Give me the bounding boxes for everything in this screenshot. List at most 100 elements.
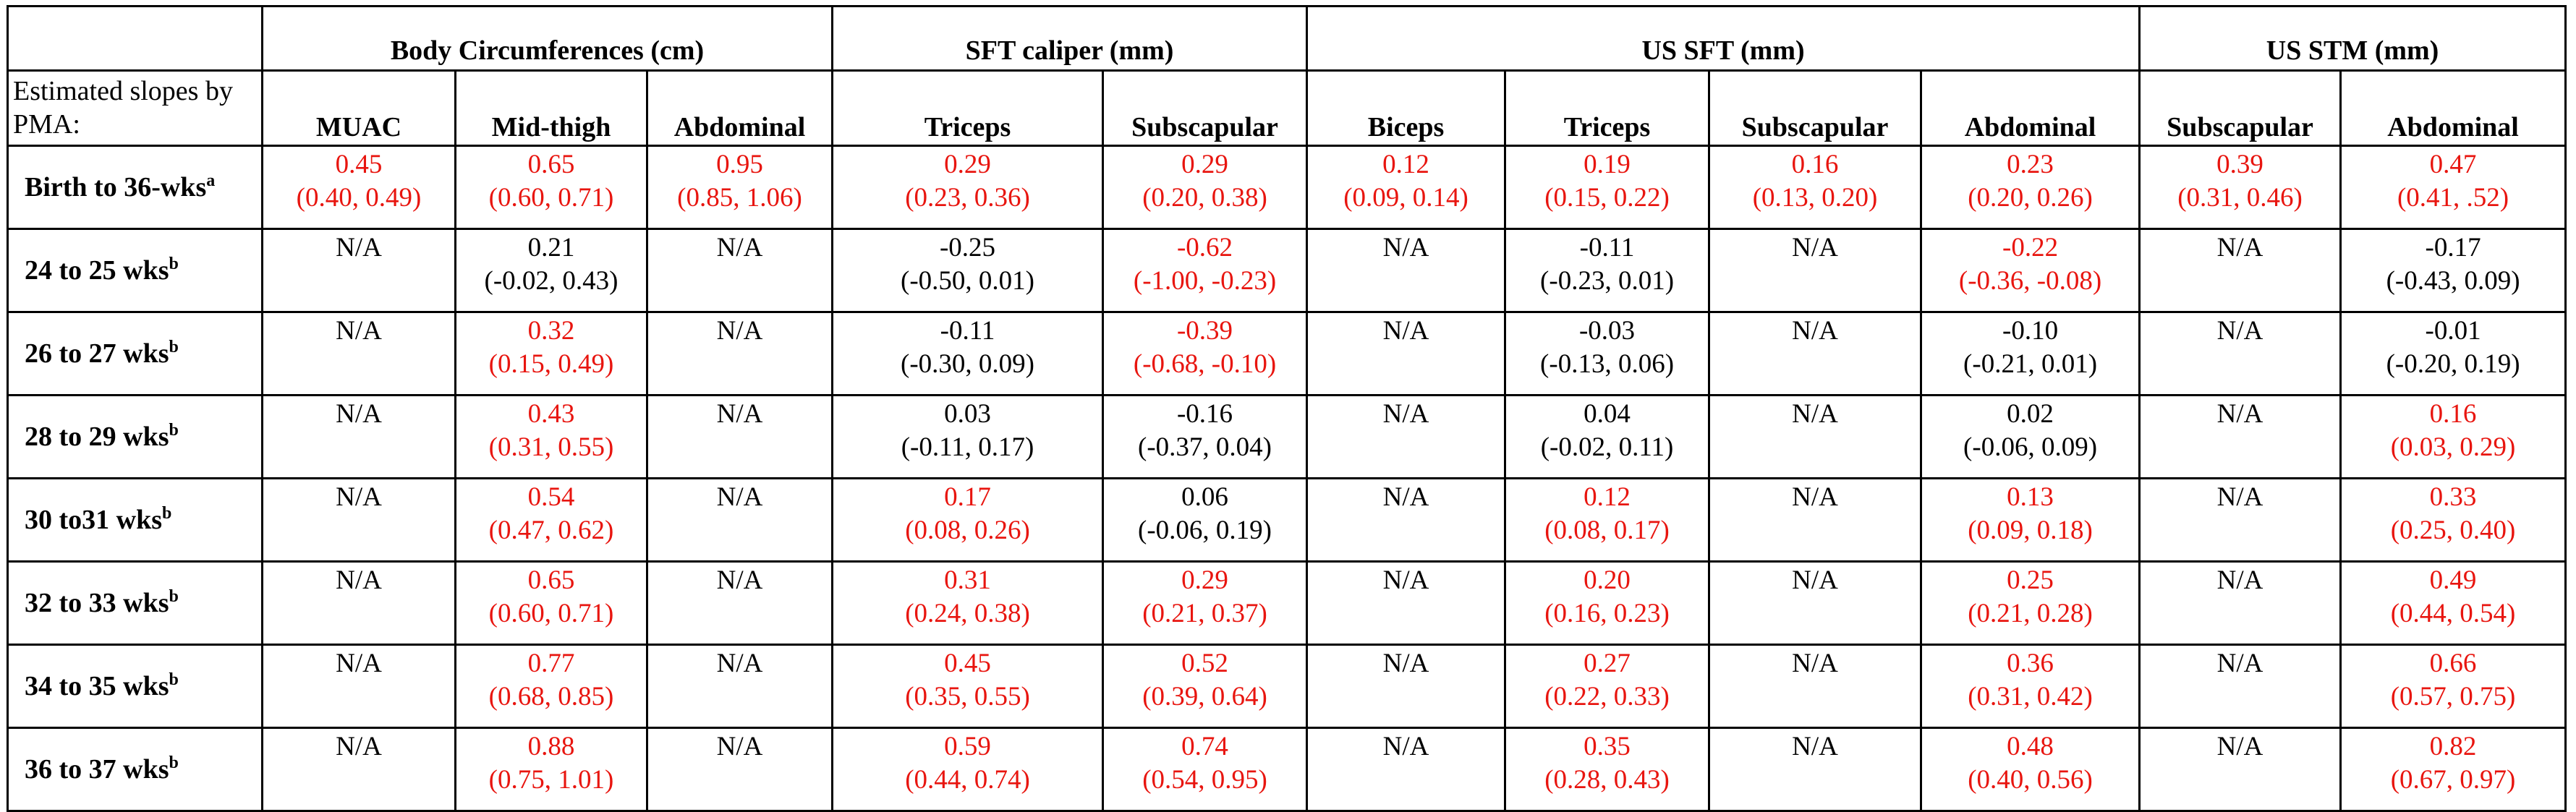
cell-estimate: 0.74 [1181,732,1228,761]
row-label: 24 to 25 wks [25,255,169,286]
group-header-body-circumferences: Body Circumferences (cm) [260,5,834,72]
cell-estimate: N/A [1792,649,1838,678]
column-header-muac: MUAC [261,69,456,147]
table-cell: 0.16 (0.13, 0.20) [1708,145,1923,230]
cell-confidence-interval: (0.31, 0.55) [488,432,614,462]
column-header-triceps-us: Triceps [1504,69,1711,147]
table-cell: N/A [261,228,456,313]
column-header-triceps-caliper: Triceps [831,69,1105,147]
row-label-cell: 30 to31 wksb [7,477,263,563]
cell-confidence-interval: (0.20, 0.26) [1968,183,2093,213]
table-cell: -0.10 (-0.21, 0.01) [1920,311,2141,396]
cell-estimate: -0.11 [1579,233,1635,262]
table-cell: N/A [1306,560,1507,646]
cell-estimate: N/A [716,482,763,512]
cell-estimate: 0.45 [944,649,991,678]
cell-confidence-interval: (0.54, 0.95) [1142,765,1267,795]
column-header-label: Subscapular [2167,112,2313,142]
row-label-cell: 32 to 33 wksb [7,560,263,646]
cell-estimate: 0.88 [527,732,575,761]
cell-confidence-interval: (0.23, 0.36) [905,183,1030,213]
cell-estimate: N/A [2216,565,2263,595]
table-row: Birth to 36-wksa 0.45 (0.40, 0.49) 0.65 (0.6… [7,145,2567,230]
table-cell: -0.39 (-0.68, -0.10) [1102,311,1309,396]
table-row: 26 to 27 wksb N/A 0.32 (0.15, 0.49) N/A -0.11… [7,311,2567,396]
column-header-label: Mid-thigh [491,112,611,142]
cell-estimate: 0.36 [2007,649,2054,678]
cell-estimate: 0.77 [527,649,575,678]
cell-estimate: N/A [1792,565,1838,595]
cell-confidence-interval: (-0.11, 0.17) [901,432,1034,462]
column-header-label: Subscapular [1131,112,1278,142]
cell-estimate: 0.03 [944,399,991,429]
group-header-label: SFT caliper (mm) [965,35,1174,66]
cell-confidence-interval: (0.22, 0.33) [1544,682,1670,711]
cell-estimate: N/A [2216,399,2263,429]
cell-estimate: -0.25 [939,233,996,262]
column-header-label: Triceps [1563,112,1651,142]
cell-estimate: N/A [716,565,763,595]
cell-estimate: 0.33 [2429,482,2477,512]
table-cell: 0.35 (0.28, 0.43) [1504,727,1711,812]
table-cell: 0.95 (0.85, 1.06) [645,145,834,230]
cell-confidence-interval: (0.40, 0.56) [1968,765,2093,795]
group-header-sft-caliper: SFT caliper (mm) [831,5,1309,72]
cell-estimate: 0.20 [1584,565,1631,595]
table-cell: -0.01 (-0.20, 0.19) [2339,311,2567,396]
table-cell: N/A [645,644,834,729]
cell-estimate: N/A [2216,732,2263,761]
table-cell: N/A [2138,560,2342,646]
cell-confidence-interval: (0.44, 0.74) [905,765,1030,795]
cell-confidence-interval: (-0.43, 0.09) [2386,266,2520,296]
corner-label-cell: Estimated slopes by PMA: [7,69,263,147]
table-cell: 0.17 (0.08, 0.26) [831,477,1105,563]
table-cell: -0.16 (-0.37, 0.04) [1102,394,1309,479]
table-row: 24 to 25 wksb N/A 0.21 (-0.02, 0.43) N/A -0.2… [7,228,2567,313]
cell-confidence-interval: (-0.02, 0.11) [1540,432,1674,462]
table-cell: 0.29 (0.23, 0.36) [831,145,1105,230]
table-row: 28 to 29 wksb N/A 0.43 (0.31, 0.55) N/A 0.03(… [7,394,2567,479]
table-cell: 0.88 (0.75, 1.01) [454,727,648,812]
cell-confidence-interval: (-0.36, -0.08) [1958,266,2102,296]
group-header-row: Body Circumferences (cm) SFT caliper (mm… [7,5,2567,72]
table-cell: 0.39 (0.31, 0.46) [2138,145,2342,230]
cell-estimate: N/A [1382,649,1429,678]
table-cell: N/A [1708,727,1923,812]
cell-estimate: N/A [336,316,382,346]
table-cell: N/A [1306,311,1507,396]
table-cell: N/A [1708,477,1923,563]
row-label: 36 to 37 wks [25,754,169,785]
cell-estimate: 0.25 [2007,565,2054,595]
cell-confidence-interval: (0.47, 0.62) [488,516,614,545]
cell-confidence-interval: (-0.30, 0.09) [901,349,1034,379]
table-cell: 0.31 (0.24, 0.38) [831,560,1105,646]
cell-confidence-interval: (0.40, 0.49) [296,183,422,213]
cell-estimate: 0.32 [527,316,575,346]
table-row: 36 to 37 wksb N/A 0.88 (0.75, 1.01) N/A 0.59 (… [7,727,2567,812]
cell-estimate: 0.59 [944,732,991,761]
cell-estimate: N/A [336,732,382,761]
table-cell: N/A [1708,560,1923,646]
cell-confidence-interval: (0.68, 0.85) [488,682,614,711]
cell-estimate: 0.48 [2007,732,2054,761]
cell-confidence-interval: (0.24, 0.38) [905,599,1030,628]
table-cell: 0.48 (0.40, 0.56) [1920,727,2141,812]
cell-estimate: N/A [716,399,763,429]
table-cell: -0.22 (-0.36, -0.08) [1920,228,2141,313]
column-header-biceps-us: Biceps [1306,69,1507,147]
table-cell: N/A [1708,644,1923,729]
table-cell: 0.02 (-0.06, 0.09) [1920,394,2141,479]
table-row: 30 to31 wksb N/A 0.54 (0.47, 0.62) N/A 0.17 (0… [7,477,2567,563]
table-cell: N/A [2138,228,2342,313]
table-cell: 0.04 (-0.02, 0.11) [1504,394,1711,479]
column-header-label: Subscapular [1741,112,1889,142]
table-cell: 0.21 (-0.02, 0.43) [454,228,648,313]
table-cell: 0.06 (-0.06, 0.19) [1102,477,1309,563]
cell-estimate: N/A [1792,316,1838,346]
row-label-footnote: a [206,171,216,190]
cell-estimate: 0.54 [527,482,575,512]
row-label-footnote: b [169,421,179,440]
cell-estimate: N/A [1792,399,1838,429]
column-header-label: Biceps [1367,112,1445,142]
table-cell: -0.17 (-0.43, 0.09) [2339,228,2567,313]
